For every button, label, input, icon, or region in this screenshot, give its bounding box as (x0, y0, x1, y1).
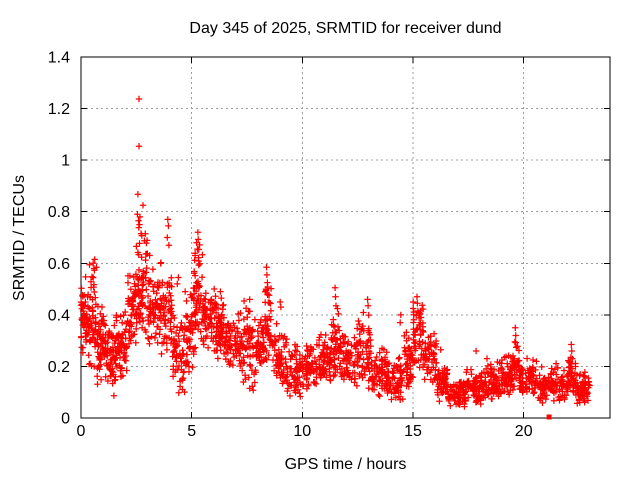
plot-border (80, 56, 611, 419)
y-tick-label: 0.4 (48, 307, 70, 324)
x-tick-label: 5 (187, 423, 196, 440)
x-tick-label: 0 (77, 423, 86, 440)
scatter-points (77, 95, 593, 410)
y-tick-label: 1.2 (48, 101, 70, 118)
special-square-point (546, 414, 552, 420)
y-tick-label: 1 (61, 153, 70, 170)
x-tick-label: 15 (404, 423, 422, 440)
y-tick-label: 0.6 (48, 256, 70, 273)
x-tick-label: 10 (293, 423, 311, 440)
y-tick-label: 0 (61, 411, 70, 428)
y-tick-label: 0.2 (48, 359, 70, 376)
x-tick-label: 20 (515, 423, 533, 440)
y-tick-label: 1.4 (48, 50, 70, 67)
chart-title: Day 345 of 2025, SRMTID for receiver dun… (189, 20, 502, 37)
grid-lines (81, 57, 610, 418)
y-tick-label: 0.8 (48, 204, 70, 221)
x-axis-label: GPS time / hours (284, 456, 407, 473)
